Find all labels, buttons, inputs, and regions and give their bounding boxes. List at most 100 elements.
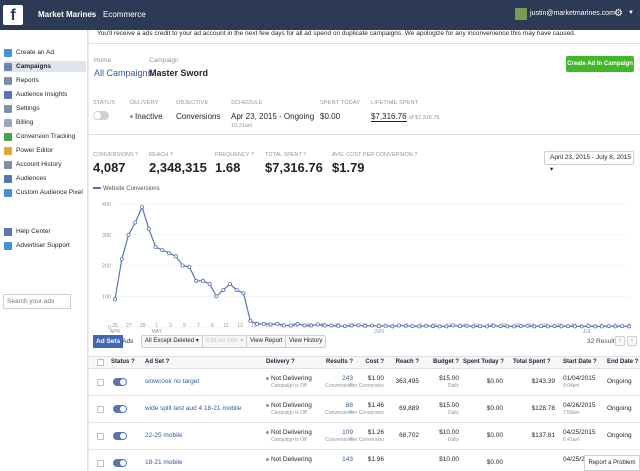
account-section-link[interactable]: Ecommerce (103, 10, 146, 19)
row-checkbox[interactable] (97, 406, 104, 413)
campaign-status-toggle[interactable] (93, 111, 109, 120)
data-point (430, 324, 435, 329)
view-history-button[interactable]: View History (285, 335, 327, 348)
column-end-date[interactable]: End Date ? (607, 359, 639, 365)
row-status-toggle[interactable] (113, 432, 127, 440)
user-avatar[interactable] (515, 8, 527, 20)
total-spent-value: $243.39 (531, 378, 556, 385)
cost-sub: Per Conversion (349, 383, 384, 389)
results-value[interactable]: 109 (342, 429, 353, 436)
data-point (329, 323, 334, 328)
date-range-picker[interactable]: April 23, 2015 - July 8, 2015 ▾ (544, 151, 634, 173)
data-point (606, 324, 611, 329)
stat-label: FREQUENCY ? (215, 152, 255, 158)
gear-icon[interactable]: ⚙ (614, 8, 623, 19)
create-ad-in-campaign-button[interactable]: Create Ad In Campaign (566, 56, 634, 72)
column-start-date[interactable]: Start Date ? (563, 359, 597, 365)
x-tick-label: 27 (126, 323, 132, 329)
row-status-toggle[interactable] (113, 405, 127, 413)
sidebar-item-reports[interactable]: Reports (4, 75, 86, 86)
column-delivery[interactable]: Delivery ? (266, 359, 295, 365)
tab-ad-sets[interactable]: Ad Sets (93, 335, 124, 348)
sidebar-item-power-editor[interactable]: Power Editor (4, 145, 86, 156)
table-row[interactable]: wide split test aud 4 18-21 mobile Not De… (89, 397, 640, 423)
account-name-link[interactable]: Market Marines (38, 10, 97, 19)
breadcrumb-all-campaigns-link[interactable]: All Campaigns (94, 68, 153, 78)
view-report-button[interactable]: View Report (246, 335, 287, 348)
stat-value: 2,348,315 (149, 160, 207, 175)
data-point (268, 322, 273, 327)
chevron-down-icon[interactable]: ▼ (628, 10, 634, 16)
column-ad-set[interactable]: Ad Set ? (145, 359, 170, 365)
column-total-spent[interactable]: Total Spent ? (513, 359, 551, 365)
sidebar-item-create-an-ad[interactable]: Create an Ad (4, 47, 86, 58)
report-problem-button[interactable]: Report a Problem (584, 455, 640, 471)
edit-ad-sets-button[interactable]: Edit Ad Sets ▾ (202, 335, 248, 348)
x-tick-label: 7 (197, 323, 200, 329)
results-cell: 109 Conversions (315, 429, 353, 443)
column-status[interactable]: Status ? (111, 359, 135, 365)
row-status-toggle[interactable] (113, 378, 127, 386)
stat-label: AVG. COST PER CONVERSION ? (332, 152, 418, 158)
column-budget[interactable]: Budget ? (433, 359, 459, 365)
table-row[interactable]: slowcook no target Not Delivering Campaign… (89, 370, 640, 396)
sidebar-item-audiences[interactable]: Audiences (4, 173, 86, 184)
sidebar-item-help-center[interactable]: Help Center (4, 226, 86, 237)
user-email-link[interactable]: justin@marketmarines.com (530, 10, 615, 17)
next-page-button[interactable]: › (627, 336, 637, 346)
row-checkbox[interactable] (97, 433, 104, 440)
sidebar-item-billing[interactable]: Billing (4, 117, 86, 128)
sidebar-item-custom-audience-pixel[interactable]: Custom Audience Pixel (4, 187, 86, 198)
data-point (403, 323, 408, 328)
column-spent-today[interactable]: Spent Today ? (463, 359, 504, 365)
sidebar-item-audience-insights[interactable]: Audience Insights (4, 89, 86, 100)
filter-dropdown[interactable]: All Except Deleted ▾ (141, 335, 203, 348)
sidebar-item-advertiser-support[interactable]: Advertiser Support (4, 240, 86, 251)
data-point (552, 324, 557, 329)
sidebar-item-conversion-tracking[interactable]: Conversion Tracking (4, 131, 86, 142)
ad-set-name-link[interactable]: 22-25 mobile (145, 432, 183, 439)
data-point (579, 324, 584, 329)
sidebar-item-campaigns[interactable]: Campaigns (4, 61, 86, 72)
column-reach[interactable]: Reach ? (395, 359, 419, 365)
ad-set-name-link[interactable]: 18-21 mobile (145, 459, 183, 466)
stat-label: REACH ? (149, 152, 173, 158)
sidebar-item-account-history[interactable]: Account History (4, 159, 86, 170)
data-point (200, 278, 205, 283)
ad-set-name-link[interactable]: wide split test aud 4 18-21 mobile (145, 405, 242, 412)
data-point (112, 297, 117, 302)
sidebar-item-label: Campaigns (16, 63, 52, 70)
start-time: 8:04pm (563, 383, 580, 389)
results-value[interactable]: 143 (342, 456, 353, 463)
row-checkbox[interactable] (97, 460, 104, 467)
x-tick-label: 17 (265, 323, 271, 329)
column-cost[interactable]: Cost ? (365, 359, 384, 365)
tab-ads[interactable]: Ads (122, 338, 134, 345)
row-status-toggle[interactable] (113, 459, 127, 467)
facebook-logo-icon[interactable]: f (3, 5, 23, 25)
spent-today-value: $0.00 (320, 112, 341, 121)
delivery-status: Not Delivering (271, 402, 312, 409)
select-all-checkbox[interactable] (97, 359, 104, 366)
stat-label: TOTAL SPENT ? (265, 152, 307, 158)
results-value[interactable]: 243 (342, 375, 353, 382)
stat-label: CONVERSIONS ? (93, 152, 139, 158)
month-label: APR (110, 329, 121, 333)
column-results[interactable]: Results ? (325, 359, 353, 365)
results-value[interactable]: 88 (345, 402, 353, 409)
y-tick-label: 0 (108, 325, 111, 331)
table-row[interactable]: 18-21 mobile Not Delivering 143 $1.96 $10.00… (89, 451, 640, 471)
prev-page-button[interactable]: ‹ (615, 336, 625, 346)
support-icon (4, 241, 12, 250)
row-checkbox[interactable] (97, 379, 104, 386)
table-row[interactable]: 22-25 mobile Not Delivering Campaign is Of… (89, 424, 640, 450)
table-header: Status ? Ad Set ? Delivery ? Results ? C… (89, 356, 640, 369)
ad-set-name-link[interactable]: slowcook no target (145, 378, 200, 385)
create-ad-icon (4, 48, 12, 57)
sidebar-item-settings[interactable]: Settings (4, 103, 86, 114)
objective-label: OBJECTIVE (176, 100, 209, 106)
search-ads-input[interactable] (3, 294, 71, 309)
budget-sub: Daily (447, 410, 459, 416)
data-point (336, 323, 341, 328)
x-tick-label: 9 (211, 323, 214, 329)
